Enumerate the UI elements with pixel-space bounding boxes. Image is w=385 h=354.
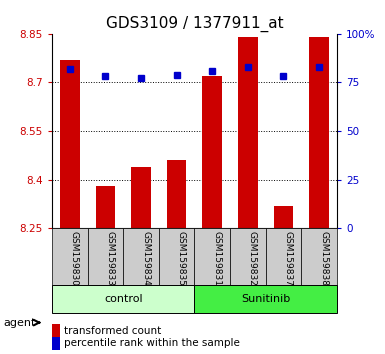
Text: agent: agent (4, 318, 36, 327)
Bar (88, 228, 123, 285)
Text: control: control (104, 294, 142, 304)
Text: GSM159834: GSM159834 (141, 231, 150, 286)
Text: GSM159835: GSM159835 (177, 231, 186, 286)
Text: GSM159837: GSM159837 (283, 231, 293, 286)
Bar (52, 337, 60, 350)
Text: Sunitinib: Sunitinib (241, 294, 290, 304)
Bar (131, 167, 151, 228)
Bar (159, 228, 194, 285)
Bar (123, 228, 159, 285)
Text: percentile rank within the sample: percentile rank within the sample (64, 338, 240, 348)
Bar (60, 59, 80, 228)
Bar (194, 228, 230, 285)
Bar (230, 228, 266, 285)
Bar (266, 228, 301, 285)
Text: GSM159831: GSM159831 (212, 231, 221, 286)
Bar (52, 228, 88, 285)
Text: GSM159832: GSM159832 (248, 231, 257, 286)
Bar (274, 206, 293, 228)
Bar (301, 228, 337, 285)
Bar (52, 324, 60, 337)
Bar (203, 76, 222, 228)
Bar (95, 186, 115, 228)
Bar (167, 160, 186, 228)
Bar (52, 285, 194, 313)
Text: transformed count: transformed count (64, 326, 162, 336)
Text: GSM159838: GSM159838 (319, 231, 328, 286)
Bar (194, 285, 337, 313)
Text: GSM159830: GSM159830 (70, 231, 79, 286)
Bar (309, 37, 329, 228)
Bar (238, 37, 258, 228)
Title: GDS3109 / 1377911_at: GDS3109 / 1377911_at (105, 16, 283, 32)
Text: GSM159833: GSM159833 (105, 231, 114, 286)
